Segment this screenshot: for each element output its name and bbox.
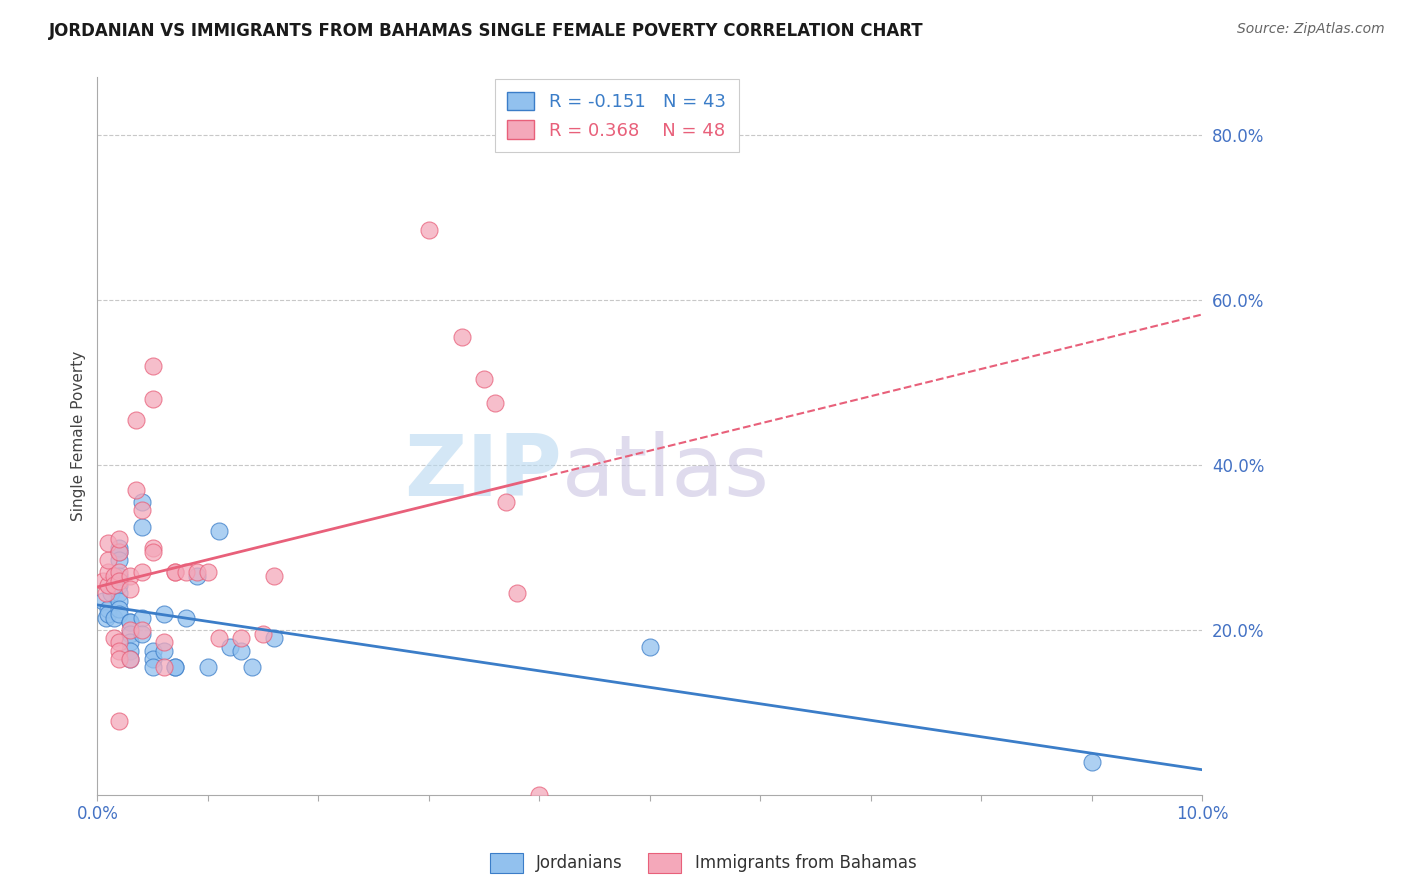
Point bbox=[97, 578, 120, 592]
Text: Source: ZipAtlas.com: Source: ZipAtlas.com bbox=[1237, 22, 1385, 37]
Point bbox=[97, 566, 120, 580]
Point bbox=[506, 586, 529, 600]
Point bbox=[108, 594, 131, 608]
Point bbox=[197, 660, 219, 674]
Point bbox=[108, 602, 131, 616]
Y-axis label: Single Female Poverty: Single Female Poverty bbox=[72, 351, 86, 522]
Point bbox=[96, 611, 118, 625]
Point bbox=[108, 545, 131, 559]
Point bbox=[208, 524, 231, 538]
Point bbox=[186, 569, 208, 583]
Point bbox=[131, 495, 153, 509]
Point bbox=[131, 503, 153, 517]
Point bbox=[451, 330, 474, 344]
Point bbox=[108, 635, 131, 649]
Point bbox=[263, 569, 285, 583]
Point bbox=[97, 602, 120, 616]
Point bbox=[120, 569, 142, 583]
Point bbox=[186, 566, 208, 580]
Point bbox=[131, 623, 153, 637]
Point bbox=[163, 660, 186, 674]
Point bbox=[108, 566, 131, 580]
Point bbox=[131, 566, 153, 580]
Point bbox=[142, 359, 165, 373]
Point bbox=[120, 635, 142, 649]
Point bbox=[240, 660, 263, 674]
Text: ZIP: ZIP bbox=[404, 431, 561, 514]
Point bbox=[131, 520, 153, 534]
Point bbox=[163, 660, 186, 674]
Point bbox=[152, 607, 174, 621]
Point bbox=[120, 615, 142, 629]
Point bbox=[108, 643, 131, 657]
Point bbox=[97, 553, 120, 567]
Point bbox=[96, 586, 118, 600]
Point bbox=[103, 578, 125, 592]
Point bbox=[418, 223, 440, 237]
Point bbox=[174, 566, 197, 580]
Point bbox=[163, 566, 186, 580]
Point bbox=[131, 627, 153, 641]
Point bbox=[108, 541, 131, 555]
Point bbox=[197, 566, 219, 580]
Point bbox=[142, 660, 165, 674]
Legend: R = -0.151   N = 43, R = 0.368    N = 48: R = -0.151 N = 43, R = 0.368 N = 48 bbox=[495, 79, 738, 153]
Point bbox=[152, 635, 174, 649]
Point bbox=[120, 623, 142, 637]
Point bbox=[1080, 755, 1102, 769]
Point bbox=[103, 632, 125, 646]
Point bbox=[120, 627, 142, 641]
Point bbox=[108, 533, 131, 547]
Point bbox=[142, 643, 165, 657]
Text: atlas: atlas bbox=[561, 431, 769, 514]
Point bbox=[108, 574, 131, 588]
Point bbox=[131, 611, 153, 625]
Point bbox=[163, 566, 186, 580]
Point bbox=[208, 632, 231, 646]
Point bbox=[142, 545, 165, 559]
Point bbox=[120, 582, 142, 596]
Point bbox=[252, 627, 274, 641]
Point bbox=[108, 652, 131, 666]
Point bbox=[108, 569, 131, 583]
Point bbox=[152, 643, 174, 657]
Point bbox=[108, 714, 131, 728]
Point bbox=[120, 615, 142, 629]
Point bbox=[108, 545, 131, 559]
Point bbox=[174, 611, 197, 625]
Point bbox=[97, 607, 120, 621]
Point bbox=[142, 541, 165, 555]
Point bbox=[152, 660, 174, 674]
Point bbox=[108, 578, 131, 592]
Point bbox=[529, 788, 551, 802]
Point bbox=[472, 371, 495, 385]
Point bbox=[120, 643, 142, 657]
Point bbox=[108, 553, 131, 567]
Point bbox=[108, 586, 131, 600]
Point bbox=[100, 586, 122, 600]
Point bbox=[263, 632, 285, 646]
Point bbox=[142, 652, 165, 666]
Point bbox=[229, 643, 252, 657]
Point bbox=[125, 483, 148, 497]
Legend: Jordanians, Immigrants from Bahamas: Jordanians, Immigrants from Bahamas bbox=[482, 847, 924, 880]
Point bbox=[484, 396, 506, 410]
Point bbox=[91, 574, 114, 588]
Point bbox=[125, 413, 148, 427]
Point bbox=[108, 574, 131, 588]
Text: JORDANIAN VS IMMIGRANTS FROM BAHAMAS SINGLE FEMALE POVERTY CORRELATION CHART: JORDANIAN VS IMMIGRANTS FROM BAHAMAS SIN… bbox=[49, 22, 924, 40]
Point bbox=[97, 536, 120, 550]
Point bbox=[120, 652, 142, 666]
Point bbox=[219, 640, 242, 654]
Point bbox=[229, 632, 252, 646]
Point bbox=[142, 392, 165, 406]
Point bbox=[103, 569, 125, 583]
Point bbox=[103, 611, 125, 625]
Point bbox=[495, 495, 517, 509]
Point bbox=[638, 640, 661, 654]
Point bbox=[91, 594, 114, 608]
Point bbox=[108, 607, 131, 621]
Point bbox=[120, 652, 142, 666]
